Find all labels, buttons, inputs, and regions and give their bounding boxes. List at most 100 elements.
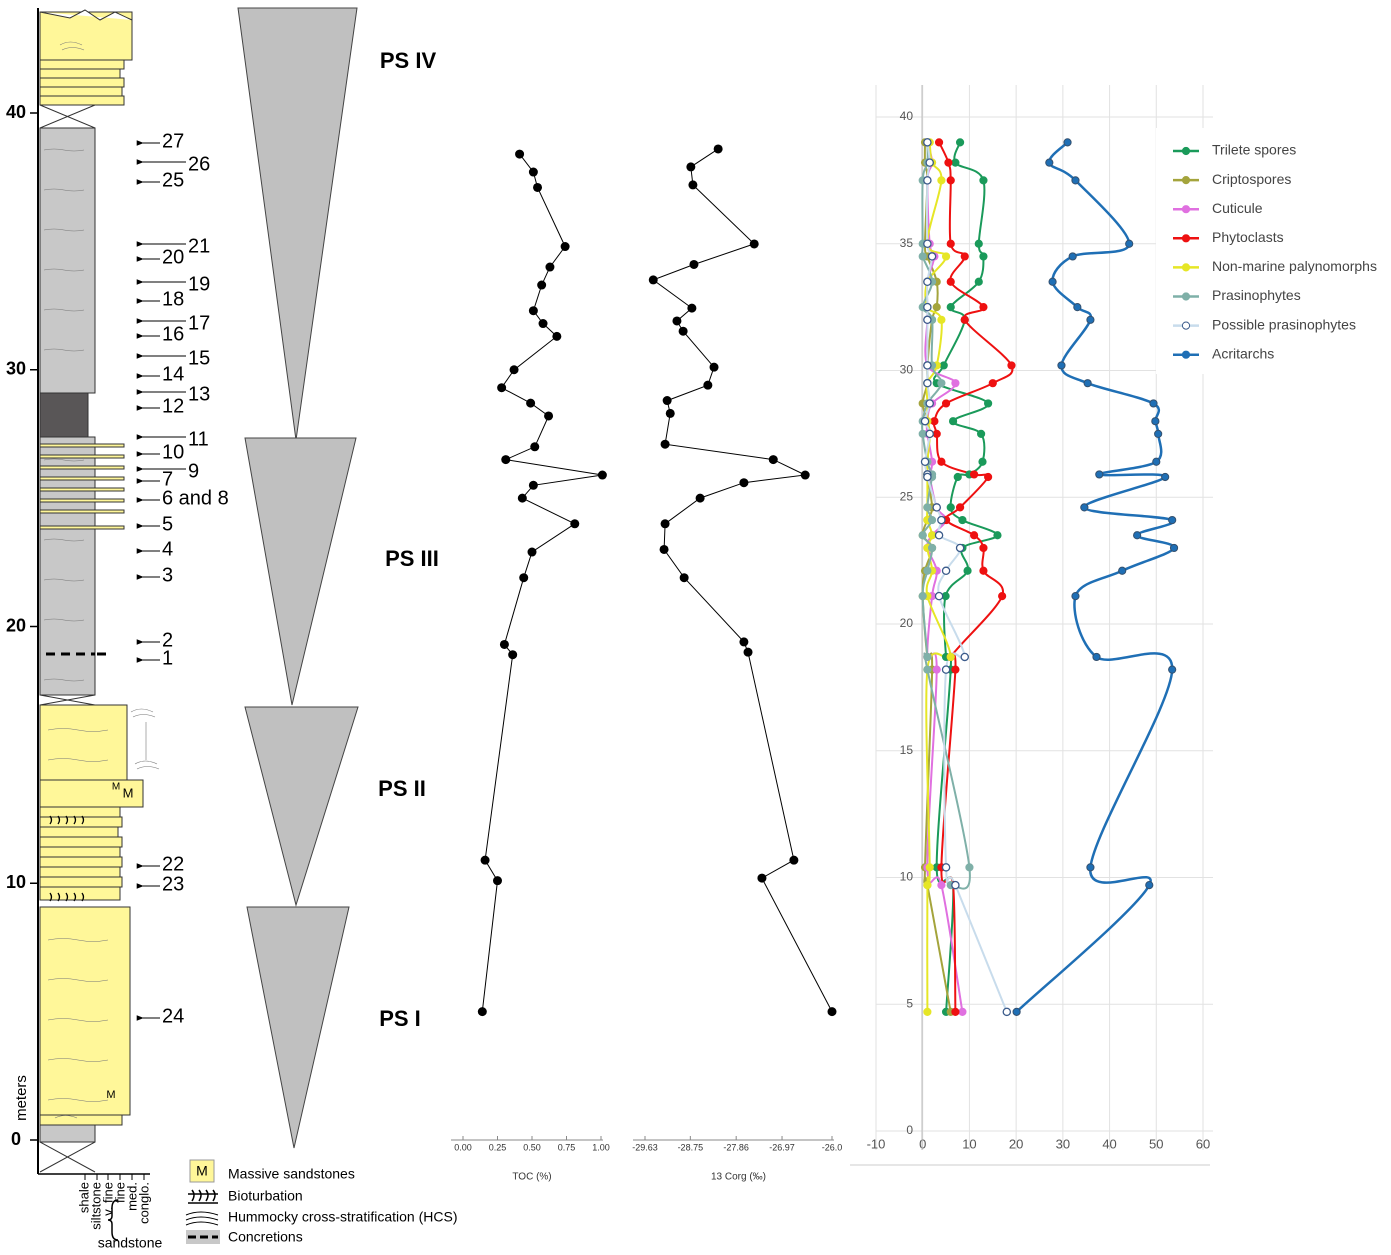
y-tick-label: 0	[906, 1123, 913, 1137]
profile-point	[714, 144, 723, 153]
series-point	[947, 177, 954, 184]
series-point	[933, 430, 940, 437]
series-point	[931, 418, 938, 425]
series-point	[921, 458, 928, 465]
series-point	[933, 666, 940, 673]
series-point	[942, 666, 949, 673]
series-point	[999, 593, 1006, 600]
series-point	[1126, 240, 1133, 247]
series-point	[919, 253, 926, 260]
sample-label: 10	[162, 441, 184, 463]
series-point	[952, 380, 959, 387]
profile-point	[519, 573, 528, 582]
sample-label: 15	[188, 347, 210, 369]
series-point	[1008, 362, 1015, 369]
profile-point	[528, 548, 537, 557]
profile-point	[750, 239, 759, 248]
sample-label: 17	[188, 312, 210, 334]
sample-label: 3	[162, 564, 173, 586]
profile-point	[529, 168, 538, 177]
x-tick-label: -10	[867, 1136, 886, 1151]
y-tick-label: 30	[6, 359, 26, 379]
profile-point	[539, 319, 548, 328]
series-point	[959, 1008, 966, 1015]
series-point	[1046, 159, 1053, 166]
bed	[40, 437, 95, 695]
series-point	[942, 253, 949, 260]
profile-point	[757, 874, 766, 883]
profile-point	[561, 242, 570, 251]
series-point	[1074, 304, 1081, 311]
series-point	[938, 316, 945, 323]
sequence-label: PS I	[379, 1006, 421, 1031]
series-point	[926, 864, 933, 871]
y-tick-label: 25	[900, 489, 914, 503]
series-point	[1081, 504, 1088, 511]
grain-group-label: sandstone	[98, 1235, 163, 1251]
profile-point	[529, 306, 538, 315]
series-point	[961, 653, 968, 660]
x-tick-label: -26.97	[769, 1142, 795, 1152]
series-point	[978, 430, 985, 437]
series-point	[971, 471, 978, 478]
y-tick-label: 10	[6, 872, 26, 892]
series-point	[1153, 458, 1160, 465]
series-point	[1064, 139, 1071, 146]
series-point	[1072, 177, 1079, 184]
series-point	[919, 532, 926, 539]
profile-line	[653, 149, 832, 1012]
series-point	[947, 240, 954, 247]
series-point	[942, 400, 949, 407]
series-point	[1155, 430, 1162, 437]
series-point	[924, 653, 931, 660]
legend-bioturbation	[188, 1190, 218, 1203]
x-tick-label: 40	[1102, 1136, 1116, 1151]
column-legend: M Massive sandstones Bioturbation Hummoc…	[186, 1160, 457, 1245]
legend-label: Hummocky cross-stratification (HCS)	[228, 1209, 457, 1225]
y-tick-label: 10	[900, 870, 914, 884]
massive-mark: M	[106, 1089, 115, 1101]
bed	[40, 128, 95, 393]
series-point	[961, 316, 968, 323]
sequences	[238, 8, 358, 1148]
series-point	[938, 380, 945, 387]
profile-point	[680, 573, 689, 582]
series-point	[952, 159, 959, 166]
series-point	[954, 473, 961, 480]
bed	[40, 1125, 95, 1142]
x-axis-title: 13 Corg (‰)	[711, 1172, 766, 1183]
series-point	[985, 473, 992, 480]
profile-point	[508, 650, 517, 659]
bed	[40, 12, 132, 60]
series-point	[1162, 473, 1169, 480]
sample-label: 1	[162, 647, 173, 669]
series-point	[919, 593, 926, 600]
profile-point	[501, 455, 510, 464]
series-point	[1119, 567, 1126, 574]
series-point	[935, 532, 942, 539]
covered	[40, 105, 95, 128]
covered	[40, 695, 95, 705]
series-point	[935, 139, 942, 146]
series-point	[1093, 653, 1100, 660]
profile-point	[687, 304, 696, 313]
profile-point	[493, 876, 502, 885]
profile-point	[533, 183, 542, 192]
y-tick-label: 15	[900, 743, 914, 757]
sample-label: 18	[162, 288, 184, 310]
series-point	[924, 567, 931, 574]
x-axis-title: TOC (%)	[512, 1172, 551, 1183]
x-tick-label: 0.25	[489, 1142, 507, 1152]
series-point	[924, 1008, 931, 1015]
x-tick-label: 0.75	[558, 1142, 576, 1152]
series-point	[942, 567, 949, 574]
legend-label: Bioturbation	[228, 1188, 303, 1204]
profile-point	[660, 545, 669, 554]
covered	[40, 1142, 95, 1172]
x-tick-label: 1.00	[592, 1142, 610, 1152]
series-point	[1072, 593, 1079, 600]
legend-marker	[1182, 264, 1189, 271]
series-point	[959, 516, 966, 523]
series-point	[980, 177, 987, 184]
profile-point	[703, 381, 712, 390]
